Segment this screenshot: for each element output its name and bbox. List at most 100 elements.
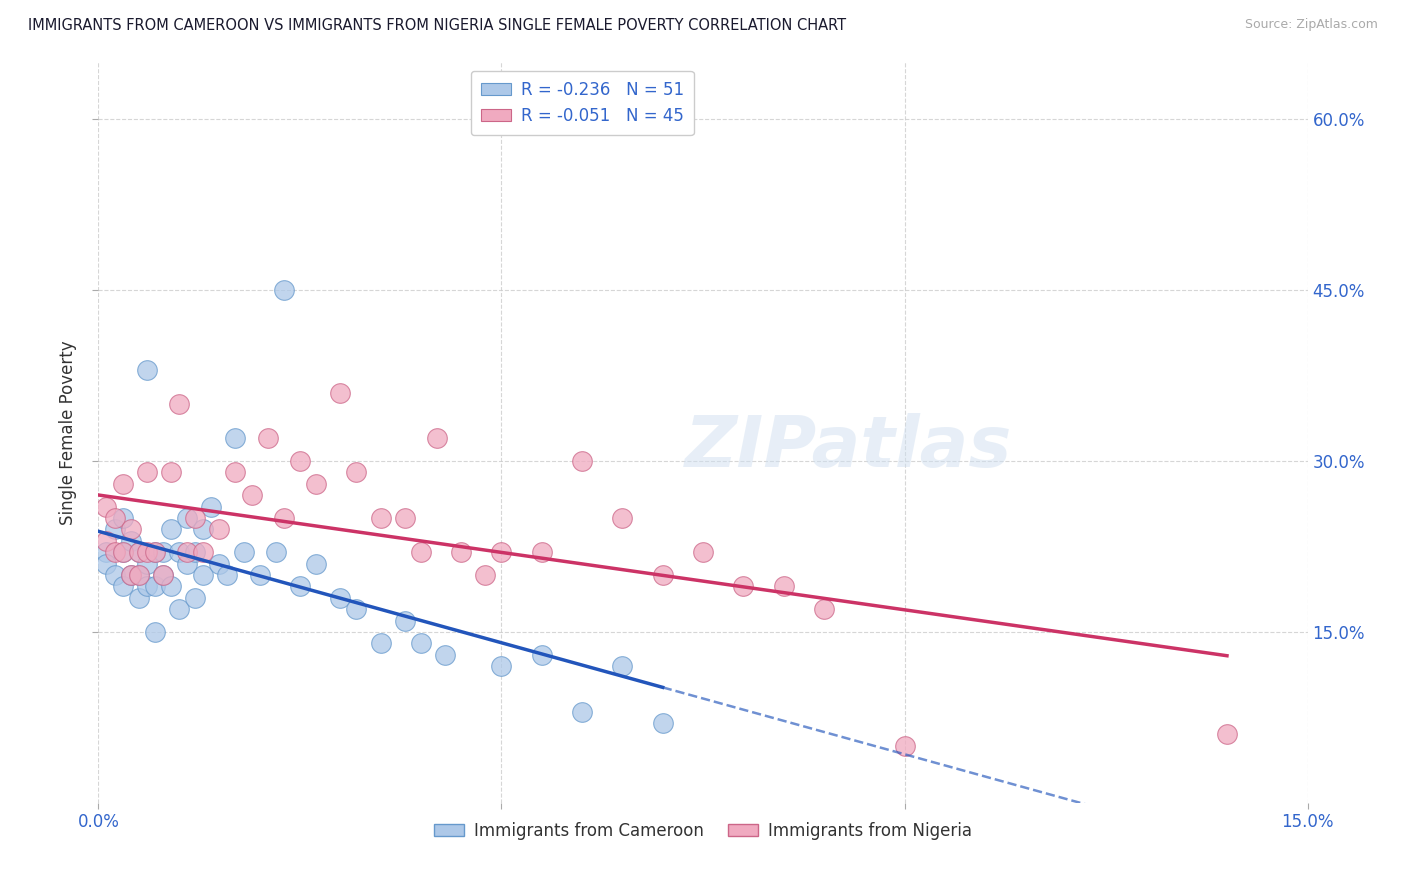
Point	[305, 557, 328, 571]
Point	[120, 523, 142, 537]
Point	[474, 568, 496, 582]
Point	[152, 545, 174, 559]
Text: ZIPatlas: ZIPatlas	[685, 413, 1012, 482]
Point	[224, 431, 246, 445]
Point	[111, 579, 134, 593]
Point	[813, 602, 835, 616]
Point	[184, 591, 207, 605]
Point	[111, 476, 134, 491]
Point	[143, 545, 166, 559]
Point	[288, 454, 311, 468]
Point	[329, 385, 352, 400]
Point	[208, 523, 231, 537]
Point	[344, 602, 367, 616]
Point	[167, 602, 190, 616]
Point	[651, 716, 673, 731]
Point	[135, 466, 157, 480]
Point	[135, 363, 157, 377]
Point	[208, 557, 231, 571]
Point	[491, 659, 513, 673]
Point	[152, 568, 174, 582]
Point	[143, 579, 166, 593]
Point	[184, 545, 207, 559]
Point	[103, 545, 125, 559]
Point	[530, 545, 553, 559]
Point	[305, 476, 328, 491]
Point	[176, 545, 198, 559]
Point	[1216, 727, 1239, 741]
Point	[120, 568, 142, 582]
Point	[128, 568, 150, 582]
Point	[434, 648, 457, 662]
Point	[612, 511, 634, 525]
Point	[893, 739, 915, 753]
Point	[135, 545, 157, 559]
Point	[329, 591, 352, 605]
Point	[128, 591, 150, 605]
Point	[394, 614, 416, 628]
Point	[344, 466, 367, 480]
Point	[167, 397, 190, 411]
Point	[733, 579, 755, 593]
Point	[111, 545, 134, 559]
Point	[571, 454, 593, 468]
Point	[96, 557, 118, 571]
Point	[450, 545, 472, 559]
Point	[103, 523, 125, 537]
Point	[256, 431, 278, 445]
Point	[240, 488, 263, 502]
Text: Source: ZipAtlas.com: Source: ZipAtlas.com	[1244, 18, 1378, 31]
Point	[370, 636, 392, 650]
Point	[96, 533, 118, 548]
Point	[103, 511, 125, 525]
Point	[167, 545, 190, 559]
Point	[370, 511, 392, 525]
Point	[394, 511, 416, 525]
Point	[273, 511, 295, 525]
Point	[176, 511, 198, 525]
Point	[135, 557, 157, 571]
Point	[193, 545, 215, 559]
Point	[152, 568, 174, 582]
Point	[232, 545, 254, 559]
Point	[193, 568, 215, 582]
Point	[160, 466, 183, 480]
Point	[184, 511, 207, 525]
Point	[409, 545, 432, 559]
Point	[128, 545, 150, 559]
Point	[143, 545, 166, 559]
Point	[120, 568, 142, 582]
Y-axis label: Single Female Poverty: Single Female Poverty	[59, 341, 77, 524]
Point	[143, 624, 166, 639]
Point	[530, 648, 553, 662]
Point	[160, 579, 183, 593]
Legend: Immigrants from Cameroon, Immigrants from Nigeria: Immigrants from Cameroon, Immigrants fro…	[427, 815, 979, 847]
Point	[224, 466, 246, 480]
Point	[160, 523, 183, 537]
Point	[692, 545, 714, 559]
Point	[409, 636, 432, 650]
Text: IMMIGRANTS FROM CAMEROON VS IMMIGRANTS FROM NIGERIA SINGLE FEMALE POVERTY CORREL: IMMIGRANTS FROM CAMEROON VS IMMIGRANTS F…	[28, 18, 846, 33]
Point	[96, 500, 118, 514]
Point	[103, 568, 125, 582]
Point	[135, 579, 157, 593]
Point	[193, 523, 215, 537]
Point	[288, 579, 311, 593]
Point	[217, 568, 239, 582]
Point	[264, 545, 287, 559]
Point	[571, 705, 593, 719]
Point	[128, 545, 150, 559]
Point	[111, 545, 134, 559]
Point	[128, 568, 150, 582]
Point	[772, 579, 794, 593]
Point	[612, 659, 634, 673]
Point	[249, 568, 271, 582]
Point	[120, 533, 142, 548]
Point	[651, 568, 673, 582]
Point	[176, 557, 198, 571]
Point	[200, 500, 222, 514]
Point	[96, 545, 118, 559]
Point	[273, 283, 295, 297]
Point	[426, 431, 449, 445]
Point	[491, 545, 513, 559]
